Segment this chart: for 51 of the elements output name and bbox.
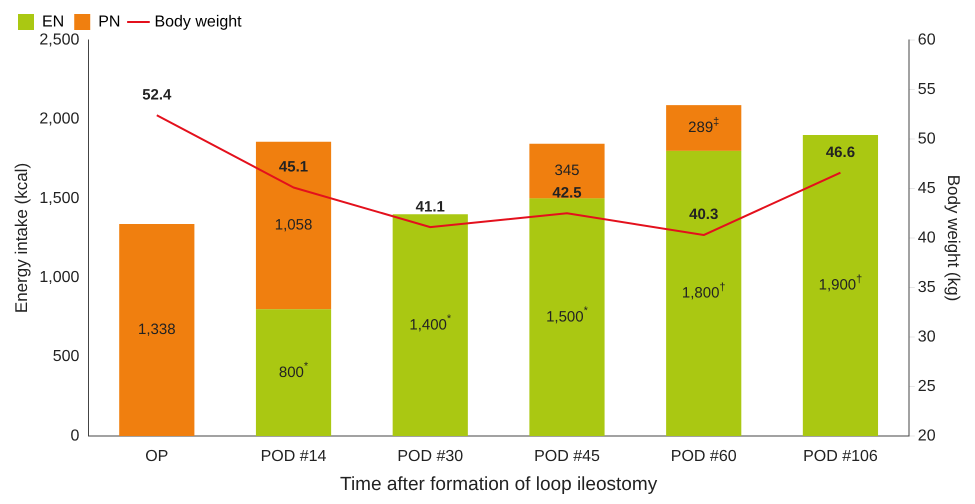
data-label: 1,400* [409,313,452,334]
data-label: 1,058 [274,216,312,234]
y-tick-label: 1,000 [39,269,80,286]
y-tick-label: 1,500 [39,190,80,207]
bar [802,135,878,436]
bar [529,144,605,198]
y2-tick-label: 30 [918,328,936,346]
y2-axis-title: Body weight (kg) [944,174,964,302]
y-tick-label: 2,500 [39,31,80,48]
y2-tick-label: 50 [918,130,936,148]
bar [256,142,332,310]
legend-label: PN [98,13,120,30]
y2-tick-label: 45 [918,180,936,197]
data-label: 52.4 [142,86,172,104]
data-label: 40.3 [689,206,718,224]
x-tick-label: POD #45 [534,448,600,466]
y-tick-label: 0 [70,427,80,444]
y2-tick-label: 55 [918,80,936,98]
y-tick-label: 500 [52,348,80,366]
x-axis-title: Time after formation of loop ileostomy [340,474,658,495]
legend-label: EN [42,13,64,30]
data-label: 41.1 [416,198,445,216]
y-tick-label: 2,000 [39,110,80,128]
data-label: 1,338 [138,321,176,338]
y2-tick-label: 40 [918,229,936,246]
bar [666,150,742,436]
y2-tick-label: 25 [918,378,936,395]
x-tick-label: OP [145,448,168,466]
data-label: 1,800† [682,281,726,302]
y2-tick-label: 35 [918,278,936,296]
bar [666,105,742,151]
data-label: 46.6 [826,144,856,161]
data-label: 1,900† [818,274,862,294]
y2-tick-label: 60 [918,31,936,48]
bar [256,309,332,436]
x-tick-label: POD #14 [260,448,327,466]
bar [392,214,468,436]
y2-tick-label: 20 [918,427,936,444]
data-label: 800* [278,360,309,381]
data-label: 45.1 [278,158,308,176]
x-tick-label: POD #60 [670,448,737,466]
y-axis-title: Energy intake (kcal) [12,162,31,314]
data-label: 289‡ [688,116,720,136]
data-label: 1,500* [546,305,589,326]
data-label: 345 [554,162,580,180]
bar [529,198,605,436]
bar [119,224,194,436]
legend-label: Body weight [154,13,242,30]
data-label: 42.5 [552,184,582,202]
x-tick-label: POD #30 [397,448,464,466]
x-tick-label: POD #106 [803,448,878,466]
